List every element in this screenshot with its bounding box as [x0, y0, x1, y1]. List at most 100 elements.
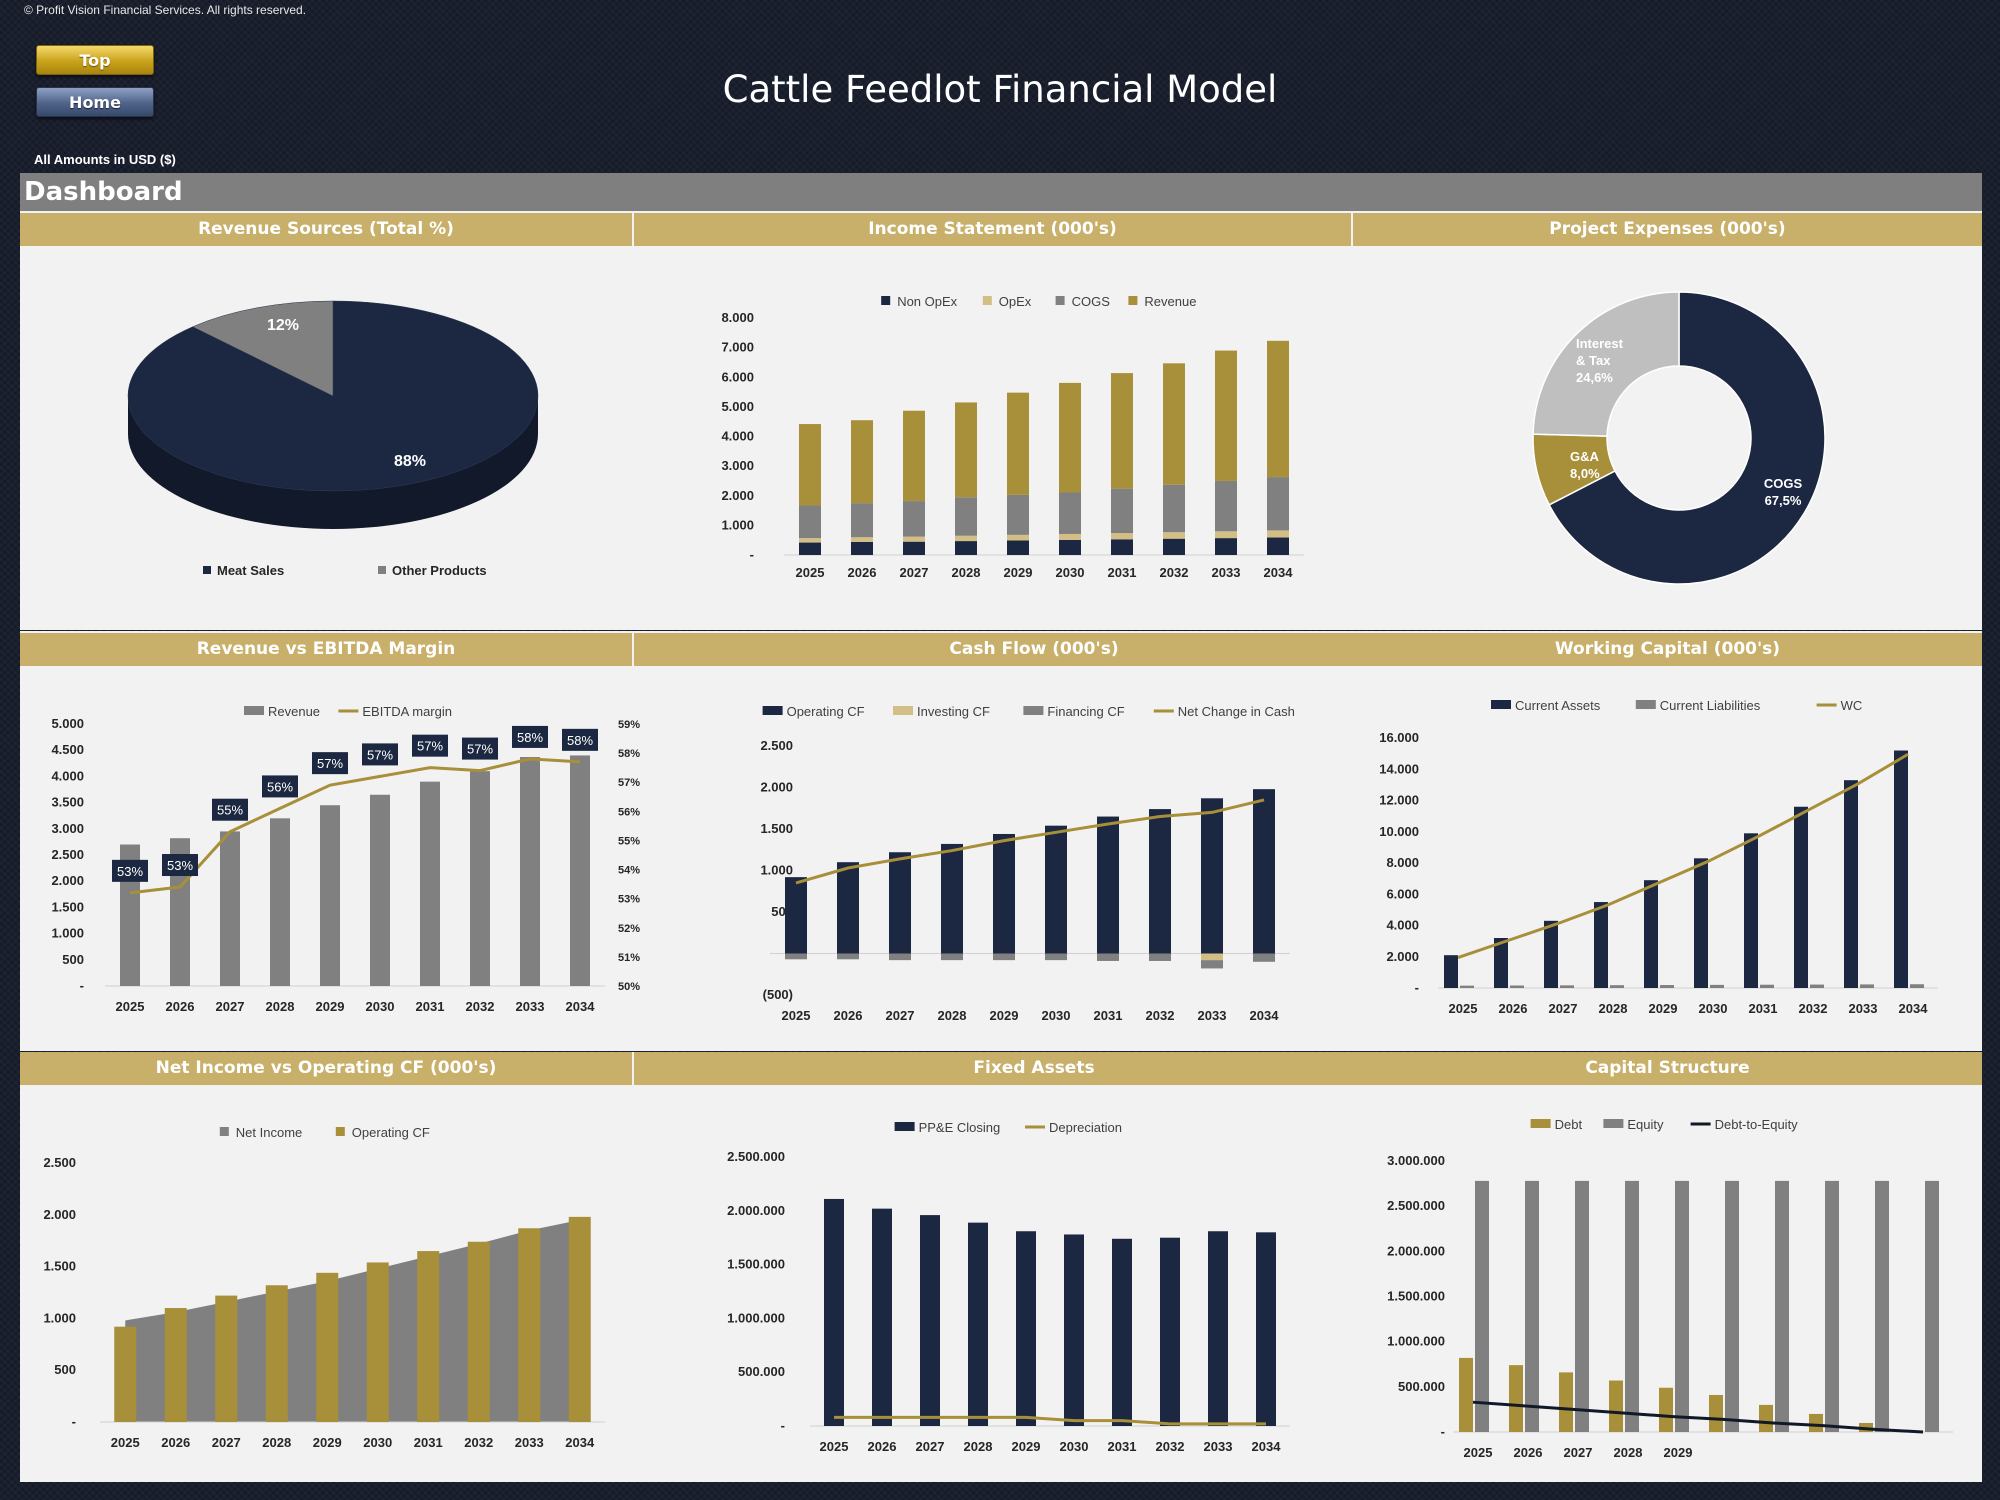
- x-tick-label: 2031: [414, 1435, 443, 1450]
- debt-to-equity-line: [1472, 1400, 1924, 1434]
- debt-bar: [1609, 1380, 1623, 1432]
- current-liabilities-bar: [1660, 985, 1674, 988]
- legend-label: Revenue: [1144, 294, 1196, 309]
- x-tick-label: 2025: [1464, 1445, 1493, 1460]
- ppe-closing-bar: [1112, 1238, 1132, 1426]
- pie-data-label: 12%: [267, 317, 299, 334]
- y-tick-label: 3.000: [51, 821, 84, 836]
- y-tick-label: 4.000: [1386, 918, 1419, 933]
- operating-cf-bar: [215, 1295, 238, 1422]
- x-tick-label: 2025: [782, 1008, 811, 1023]
- debt-bar: [1759, 1404, 1773, 1432]
- net-income-ocf-chart: - 500 1.000 1.500 2.000 2.500 2025 2026 2027 2028…: [43, 1125, 605, 1450]
- data-label: 57%: [367, 747, 393, 762]
- stacked-bar-segment: [1007, 494, 1029, 535]
- pie-data-label: 88%: [394, 453, 426, 470]
- legend-label: Financing CF: [1047, 704, 1124, 719]
- data-label-box: [412, 734, 448, 757]
- legend-swatch: [893, 706, 913, 715]
- stacked-bar-segment: [851, 503, 873, 538]
- stacked-bar-segment: [1215, 538, 1237, 555]
- x-tick-label: 2030: [1042, 1008, 1071, 1023]
- donut-slice: [1548, 291, 1826, 585]
- current-assets-bar: [1594, 902, 1608, 988]
- x-tick-label: 2027: [886, 1008, 915, 1023]
- home-button[interactable]: Home: [36, 87, 154, 117]
- y-tick-label: 1.000.000: [1387, 1334, 1445, 1349]
- stacked-bar-segment: [1163, 538, 1185, 555]
- data-label: 53%: [117, 864, 143, 879]
- y-tick-label: -: [781, 1418, 785, 1433]
- x-tick-label: 2034: [1264, 565, 1294, 580]
- data-label: 57%: [417, 739, 443, 754]
- legend-label: WC: [1841, 698, 1863, 713]
- y-tick-label: 8.000: [721, 310, 754, 325]
- y-tick-label: 500: [62, 952, 84, 967]
- ppe-closing-bar: [824, 1198, 844, 1426]
- legend-label: Non OpEx: [897, 294, 957, 309]
- ppe-closing-bar: [872, 1208, 892, 1426]
- ebitda-margin-line: [129, 757, 581, 895]
- financing-cf-bar: [1149, 953, 1171, 961]
- stacked-bar-segment: [1163, 363, 1185, 485]
- legend-swatch: [1491, 700, 1511, 709]
- data-label: 57%: [467, 742, 493, 757]
- y-tick-label: 1.000: [43, 1310, 76, 1325]
- x-tick-label: 2031: [1108, 565, 1137, 580]
- pie-slice-side: [128, 396, 538, 529]
- current-assets-bar: [1644, 880, 1658, 988]
- pie-slice: [192, 300, 334, 397]
- top-button[interactable]: Top: [36, 45, 154, 75]
- legend-label: Current Liabilities: [1660, 698, 1761, 713]
- cash-flow-chart: (500)-5001.0001.5002.0002.50020252026202…: [760, 704, 1294, 1023]
- financing-cf-bar: [785, 953, 807, 960]
- capital-structure-chart: - 500.000 1.000.000 1.500.000 2.000.000 2.500…: [1387, 1117, 1953, 1460]
- financing-cf-bar: [1045, 953, 1067, 961]
- stacked-bar-segment: [1215, 350, 1237, 481]
- cash-flow-header: Cash Flow (000's): [634, 633, 1434, 666]
- x-tick-label: 2027: [212, 1435, 241, 1450]
- x-tick-label: 2025: [820, 1439, 849, 1454]
- legend-label: Debt-to-Equity: [1715, 1117, 1799, 1132]
- revenue-sources-header: Revenue Sources (Total %): [20, 213, 632, 246]
- legend-swatch: [1603, 1119, 1624, 1128]
- current-assets-bar: [1544, 920, 1558, 988]
- current-assets-bar: [1894, 750, 1908, 988]
- operating-cf-bar: [316, 1272, 339, 1422]
- data-label-box: [112, 859, 148, 882]
- working-capital-chart: - 2.000 4.000 6.000 8.000 10.000 12.000 14.000 1…: [1379, 698, 1938, 1016]
- y-tick-label: (500): [763, 987, 793, 1002]
- revenue-bar: [570, 755, 590, 986]
- data-label-box: [262, 775, 298, 798]
- currency-note: All Amounts in USD ($): [34, 152, 176, 167]
- x-tick-label: 2028: [938, 1008, 967, 1023]
- y-tick-label: 2.500: [760, 738, 793, 753]
- equity-bar: [1725, 1180, 1739, 1432]
- x-tick-label: 2028: [266, 999, 295, 1014]
- debt-bar: [1659, 1387, 1673, 1432]
- stacked-bar-segment: [1007, 534, 1029, 541]
- operating-cf-bar: [1149, 809, 1171, 954]
- y-tick-label: 1.000: [721, 517, 754, 532]
- stacked-bar-segment: [1111, 533, 1133, 540]
- equity-bar: [1875, 1180, 1889, 1432]
- legend-label: COGS: [1072, 294, 1111, 309]
- y-tick-label: 3.000.000: [1387, 1153, 1445, 1168]
- financing-cf-bar: [1253, 953, 1275, 962]
- financing-cf-bar: [993, 953, 1015, 961]
- dashboard-header: Dashboard: [20, 173, 1982, 211]
- y-tick-label: 3.500: [51, 795, 84, 810]
- data-label-box: [462, 737, 498, 760]
- stacked-bar-segment: [1059, 539, 1081, 555]
- legend-label: Net Income: [236, 1125, 302, 1140]
- x-tick-label: 2026: [848, 565, 877, 580]
- stacked-bar-segment: [1163, 532, 1185, 539]
- capital-structure-header: Capital Structure: [1353, 1052, 1982, 1085]
- revenue-bar: [270, 818, 290, 986]
- y2-tick-label: 54%: [618, 865, 640, 877]
- x-tick-label: 2028: [952, 565, 981, 580]
- legend-swatch: [1128, 296, 1138, 305]
- data-label: 53%: [167, 858, 193, 873]
- data-label-box: [512, 725, 548, 748]
- x-tick-label: 2032: [466, 999, 495, 1014]
